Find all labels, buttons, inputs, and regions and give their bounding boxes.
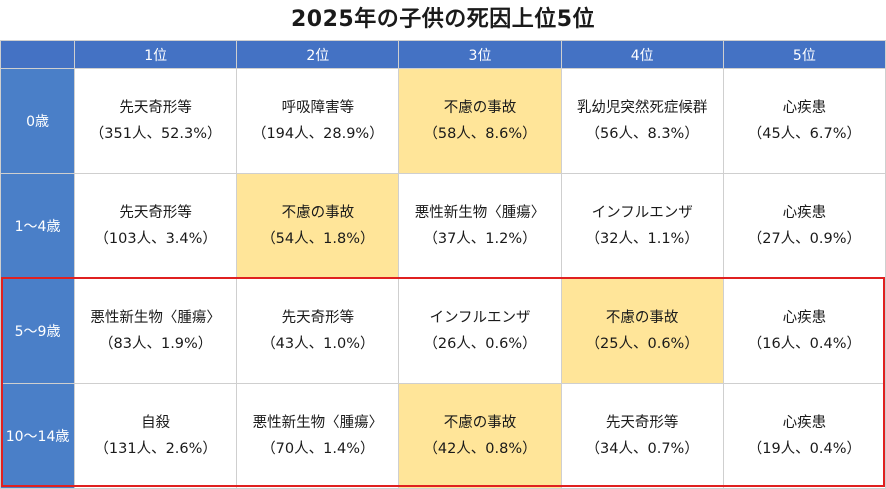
rank-header-2: 2位 xyxy=(236,40,400,69)
rank-header-1: 1位 xyxy=(74,40,238,69)
cause-stat: （103人、3.4%） xyxy=(94,231,217,247)
cause-name: 不慮の事故 xyxy=(281,205,355,221)
cause-cell: 悪性新生物〈腫瘍〉 （37人、1.2%） xyxy=(398,173,562,279)
cause-name: インフルエンザ xyxy=(591,205,693,221)
cause-stat: （131人、2.6%） xyxy=(94,441,217,457)
cause-cell: 自殺 （131人、2.6%） xyxy=(74,383,238,489)
cause-name: 不慮の事故 xyxy=(443,100,517,116)
cause-cell: 先天奇形等 （34人、0.7%） xyxy=(560,383,724,489)
rank-header-5: 5位 xyxy=(722,40,886,69)
cause-cell: 心疾患 （19人、0.4%） xyxy=(722,383,886,489)
cause-stat: （26人、0.6%） xyxy=(423,336,537,352)
table-row: 5～9歳 悪性新生物〈腫瘍〉 （83人、1.9%） 先天奇形等 （43人、1.0%） イン… xyxy=(0,278,886,384)
cause-stat: （194人、28.9%） xyxy=(251,126,384,142)
cause-of-death-table: 1位 2位 3位 4位 5位 0歳 先天奇形等 （351人、52.3%） 呼吸障害等（… xyxy=(0,40,886,489)
age-group-label: 1～4歳 xyxy=(0,173,76,279)
cause-cell: 先天奇形等 （103人、3.4%） xyxy=(74,173,238,279)
cause-stat: （37人、1.2%） xyxy=(423,231,537,247)
cause-cell: 心疾患 （16人、0.4%） xyxy=(722,278,886,384)
cause-name: 先天奇形等 xyxy=(119,100,192,116)
cause-stat: （70人、1.4%） xyxy=(261,441,375,457)
cause-stat: （25人、0.6%） xyxy=(585,336,699,352)
table-row: 10～14歳 自殺 （131人、2.6%） 悪性新生物〈腫瘍〉 （70人、1.4%） 不慮… xyxy=(0,383,886,489)
age-group-label: 0歳 xyxy=(0,68,76,174)
cause-cell: 不慮の事故 （42人、0.8%） xyxy=(398,383,562,489)
cause-cell: 呼吸障害等 （194人、28.9%） xyxy=(236,68,400,174)
cause-stat: （58人、8.6%） xyxy=(423,126,537,142)
cause-name: 自殺 xyxy=(141,415,171,431)
cause-name: 悪性新生物〈腫瘍〉 xyxy=(252,415,384,431)
cause-cell: インフルエンザ （32人、1.1%） xyxy=(560,173,724,279)
cause-stat: （45人、6.7%） xyxy=(747,126,862,142)
cause-name: 不慮の事故 xyxy=(605,310,679,326)
cause-name: 先天奇形等 xyxy=(119,205,192,221)
cause-cell: 乳幼児突然死症候群 （56人、8.3%） xyxy=(560,68,724,174)
cause-stat: （16人、0.4%） xyxy=(747,336,862,352)
cause-cell: 先天奇形等 （351人、52.3%） xyxy=(74,68,238,174)
cause-name: 不慮の事故 xyxy=(443,415,517,431)
cause-stat: （32人、1.1%） xyxy=(585,231,699,247)
cause-stat: （42人、0.8%） xyxy=(423,441,537,457)
cause-stat: （43人、1.0%） xyxy=(261,336,375,352)
cause-cell: 不慮の事故 （54人、1.8%） xyxy=(236,173,400,279)
cause-name: 呼吸障害等 xyxy=(281,100,355,116)
cause-stat: （19人、0.4%） xyxy=(747,441,862,457)
cause-stat: （27人、0.9%） xyxy=(747,231,862,247)
age-group-label: 5～9歳 xyxy=(0,278,76,384)
cause-name: 先天奇形等 xyxy=(605,415,679,431)
cause-name: 心疾患 xyxy=(782,415,827,431)
table-row: 1～4歳 先天奇形等 （103人、3.4%） 不慮の事故 （54人、1.8%） 悪性新生物… xyxy=(0,173,886,279)
cause-cell: 心疾患 （27人、0.9%） xyxy=(722,173,886,279)
rank-header-4: 4位 xyxy=(560,40,724,69)
cause-name: 悪性新生物〈腫瘍〉 xyxy=(90,310,221,326)
rank-header-3: 3位 xyxy=(398,40,562,69)
cause-cell: 不慮の事故 （58人、8.6%） xyxy=(398,68,562,174)
cause-name: インフルエンザ xyxy=(429,310,531,326)
cause-cell: 悪性新生物〈腫瘍〉 （70人、1.4%） xyxy=(236,383,400,489)
page-title: 2025年の子供の死因上位5位 xyxy=(290,7,596,32)
cause-cell: 心疾患 （45人、6.7%） xyxy=(722,68,886,174)
cause-stat: （83人、1.9%） xyxy=(99,336,213,352)
cause-stat: （56人、8.3%） xyxy=(585,126,699,142)
cause-name: 心疾患 xyxy=(782,310,827,326)
cause-stat: （34人、0.7%） xyxy=(585,441,699,457)
cause-stat: （54人、1.8%） xyxy=(261,231,375,247)
rank-header-row: 1位 2位 3位 4位 5位 xyxy=(0,40,886,69)
cause-name: 心疾患 xyxy=(782,100,827,116)
cause-name: 先天奇形等 xyxy=(281,310,355,326)
cause-name: 心疾患 xyxy=(782,205,827,221)
age-group-label: 10～14歳 xyxy=(0,383,76,489)
header-corner-cell xyxy=(0,40,76,69)
cause-name: 乳幼児突然死症候群 xyxy=(576,100,708,116)
cause-name: 悪性新生物〈腫瘍〉 xyxy=(414,205,546,221)
cause-cell: 不慮の事故 （25人、0.6%） xyxy=(560,278,724,384)
table-row: 0歳 先天奇形等 （351人、52.3%） 呼吸障害等 （194人、28.9%） 不慮の事… xyxy=(0,68,886,174)
cause-cell: 悪性新生物〈腫瘍〉 （83人、1.9%） xyxy=(74,278,238,384)
cause-stat: （351人、52.3%） xyxy=(89,126,222,142)
cause-cell: 先天奇形等 （43人、1.0%） xyxy=(236,278,400,384)
cause-cell: インフルエンザ （26人、0.6%） xyxy=(398,278,562,384)
